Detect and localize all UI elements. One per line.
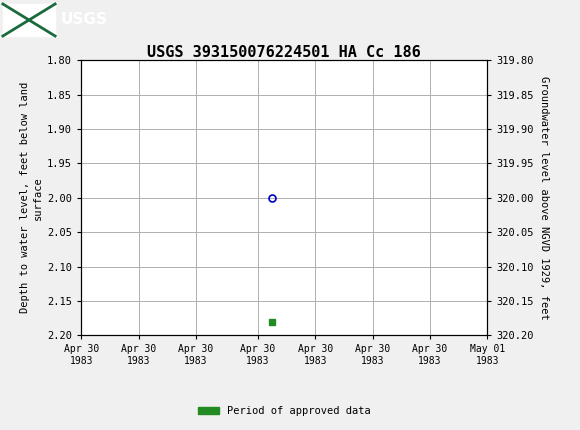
Text: USGS: USGS — [61, 12, 108, 27]
Y-axis label: Groundwater level above NGVD 1929, feet: Groundwater level above NGVD 1929, feet — [539, 76, 549, 319]
Legend: Period of approved data: Period of approved data — [194, 402, 375, 421]
Text: USGS 393150076224501 HA Cc 186: USGS 393150076224501 HA Cc 186 — [147, 45, 421, 60]
Bar — [3, 4, 55, 36]
Y-axis label: Depth to water level, feet below land
surface: Depth to water level, feet below land su… — [20, 82, 43, 313]
